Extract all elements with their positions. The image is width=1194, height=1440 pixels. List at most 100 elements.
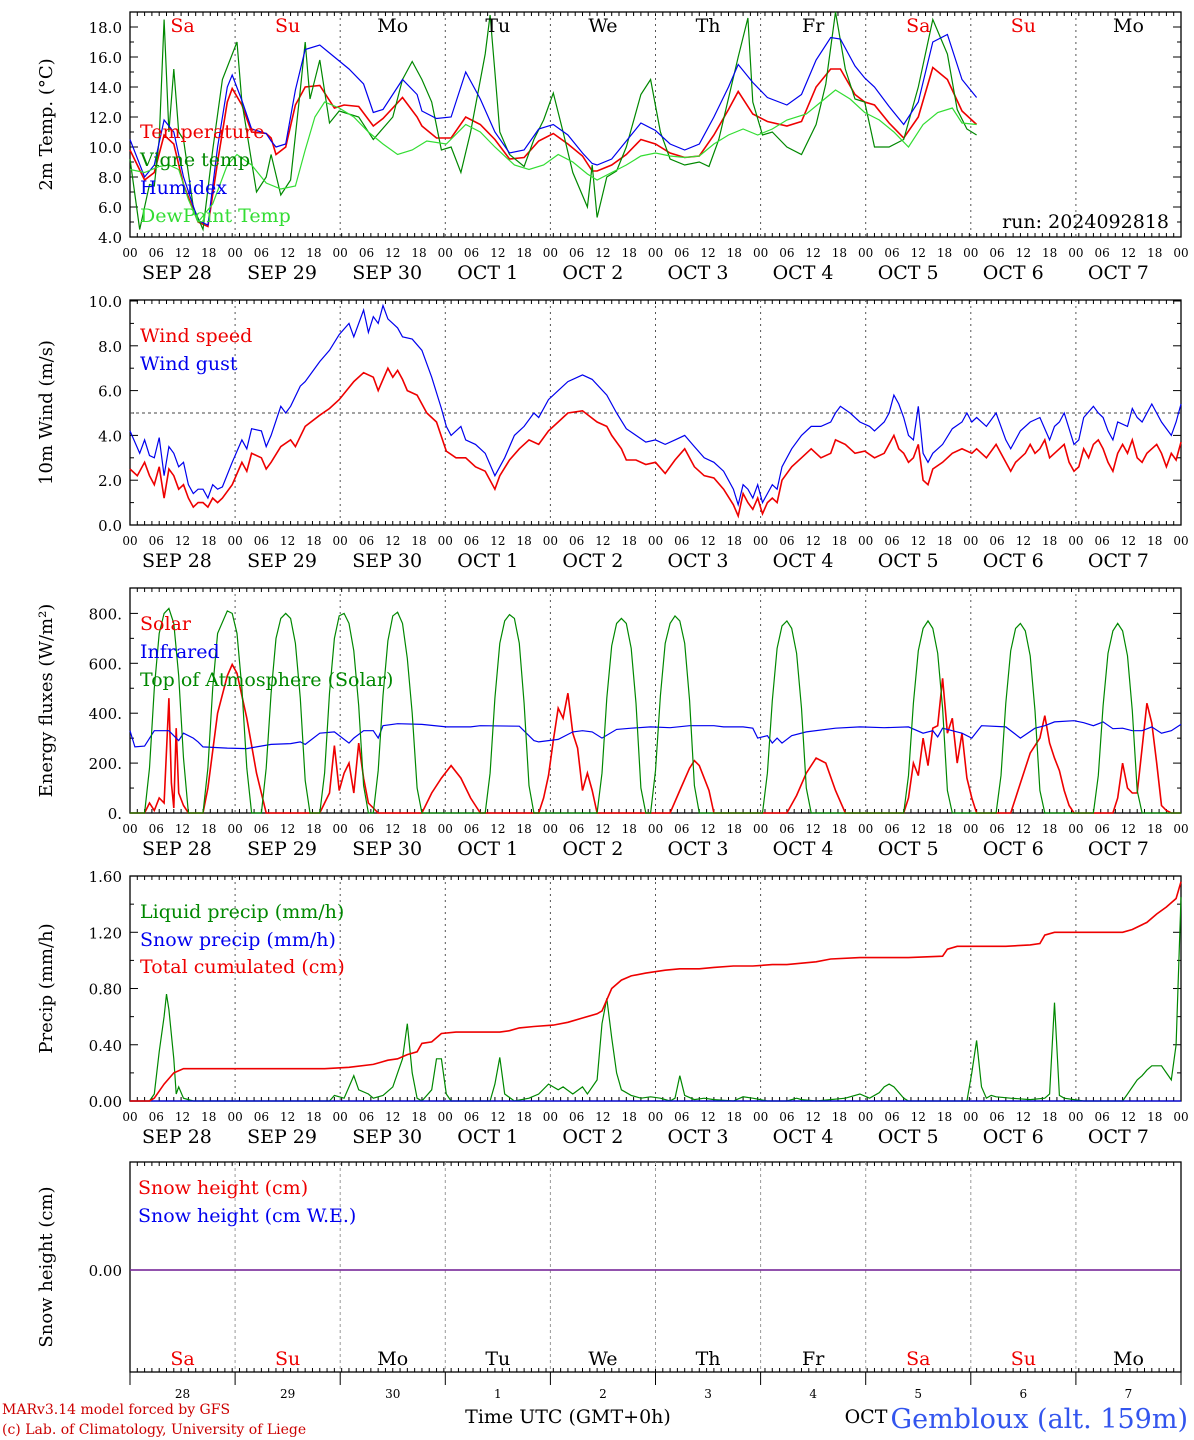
hour-tick-label: 00 [438,822,453,836]
hour-tick-label: 06 [254,534,269,548]
y-tick-label: 6.0 [98,383,122,401]
hour-tick-label: 18 [832,822,847,836]
date-label: OCT 5 [878,262,939,284]
hour-tick-label: 18 [411,534,426,548]
hour-tick-label: 06 [779,534,794,548]
date-label: OCT 7 [1088,1126,1149,1148]
y-tick-label: 1.20 [89,924,122,942]
y-tick-label: 0.40 [89,1037,122,1055]
series-line-3 [130,607,1181,814]
hour-tick-label: 12 [280,1110,295,1124]
hour-tick-label: 12 [806,1110,821,1124]
station-title: Gembloux (alt. 159m) [891,1404,1188,1435]
date-label: OCT 7 [1088,550,1149,572]
date-label: OCT 3 [668,1126,729,1148]
weekday-label: Tu [485,1348,510,1370]
date-label: OCT 2 [562,838,623,860]
y-tick-label: 0.00 [89,1093,122,1111]
month-label: OCT [845,1406,888,1428]
hour-tick-label: 18 [306,534,321,548]
date-label: OCT 6 [983,1126,1044,1148]
date-label: OCT 3 [668,550,729,572]
date-label: OCT 3 [668,262,729,284]
day-number: 7 [1125,1387,1133,1401]
panel-5: 0.00 Snow height (cm) Snow height (cm) Snow… [36,1161,1182,1401]
day-number: 30 [385,1387,400,1401]
hour-tick-label: 00 [858,534,873,548]
date-label: OCT 2 [562,262,623,284]
legend-entry: Total cumulated (cm) [140,956,345,978]
hour-tick-label: 12 [385,534,400,548]
legend-entry: Humidex [140,177,227,199]
hour-tick-label: 00 [1173,822,1188,836]
hour-tick-label: 06 [989,246,1004,260]
hour-tick-label: 18 [411,1110,426,1124]
hour-tick-label: 00 [1173,1110,1188,1124]
day-number: 2 [599,1387,607,1401]
hour-tick-label: 18 [937,534,952,548]
hour-tick-label: 18 [516,822,531,836]
hour-tick-label: 06 [359,246,374,260]
day-number: 29 [280,1387,295,1401]
date-label: OCT 5 [878,838,939,860]
hour-tick-label: 12 [490,1110,505,1124]
y-axis-title: Energy fluxes (W/m²) [36,604,57,798]
y-tick-label: 0. [108,805,122,823]
date-label: SEP 30 [352,550,422,572]
y-tick-label: 10.0 [89,139,122,157]
hour-tick-label: 00 [963,246,978,260]
date-label: SEP 29 [247,550,317,572]
hour-tick-label: 00 [543,534,558,548]
hour-tick-label: 06 [149,822,164,836]
series-line-2 [129,720,1182,750]
hour-tick-label: 12 [595,246,610,260]
hour-tick-label: 06 [989,1110,1004,1124]
hour-tick-label: 12 [911,822,926,836]
hour-tick-label: 18 [937,246,952,260]
date-label: OCT 1 [457,1126,518,1148]
hour-tick-label: 12 [490,534,505,548]
plot-frame [129,11,1182,238]
hour-tick-label: 00 [122,1110,137,1124]
y-tick-label: 400. [89,705,122,723]
weekday-label: Mo [377,1348,408,1370]
hour-tick-label: 00 [333,534,348,548]
y-tick-label: 4.0 [98,229,122,247]
hour-tick-label: 18 [832,246,847,260]
hour-tick-label: 06 [569,246,584,260]
hour-tick-label: 06 [254,822,269,836]
hour-tick-label: 18 [516,1110,531,1124]
legend-entry: Top of Atmosphere (Solar) [140,669,393,691]
legend-entry: Snow precip (mm/h) [140,929,336,951]
date-label: OCT 4 [773,838,834,860]
hour-tick-label: 12 [175,534,190,548]
legend-entry: Snow height (cm) [138,1177,308,1199]
y-tick-label: 6.0 [98,199,122,217]
hour-tick-label: 00 [753,246,768,260]
hour-tick-label: 06 [674,822,689,836]
hour-tick-label: 12 [806,534,821,548]
date-label: SEP 28 [142,550,212,572]
date-label: OCT 1 [457,262,518,284]
hour-tick-label: 06 [1095,1110,1110,1124]
legend-entry: Wind gust [140,353,238,375]
hour-tick-label: 00 [1068,534,1083,548]
hour-tick-label: 18 [937,1110,952,1124]
weekday-label: Sa [906,15,930,37]
hour-tick-label: 06 [254,1110,269,1124]
hour-tick-label: 12 [175,1110,190,1124]
date-label: OCT 7 [1088,262,1149,284]
panel-1: 00 06 12 18 SEP 28 00 06 12 18 SEP 29 00 06 12 18 SEP … [36,11,1189,284]
day-number: 28 [175,1387,190,1401]
weekday-label: Th [696,1348,721,1370]
hour-tick-label: 06 [1095,534,1110,548]
hour-tick-label: 12 [595,534,610,548]
hour-tick-label: 18 [622,822,637,836]
series-line-1 [129,366,1182,519]
hour-tick-label: 12 [280,534,295,548]
hour-tick-label: 18 [201,822,216,836]
hour-tick-label: 18 [622,246,637,260]
hour-tick-label: 00 [122,534,137,548]
hour-tick-label: 12 [1016,822,1031,836]
hour-tick-label: 18 [832,1110,847,1124]
